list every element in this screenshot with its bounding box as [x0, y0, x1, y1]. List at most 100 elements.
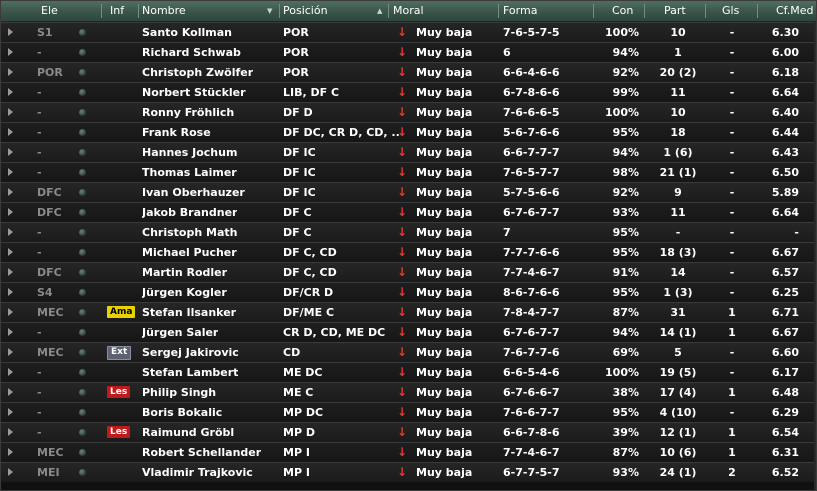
selection-position[interactable]: - — [37, 106, 42, 119]
column-divider[interactable] — [757, 4, 758, 18]
player-row[interactable]: - Norbert Stückler LIB, DF C ↓ Muy baja 6-7-8… — [1, 82, 816, 102]
expand-arrow-icon[interactable] — [8, 128, 13, 136]
player-row[interactable]: POR Christoph Zwölfer POR ↓ Muy baja 6-6-4-6-… — [1, 62, 816, 82]
player-name[interactable]: Michael Pucher — [142, 246, 237, 259]
selection-position[interactable]: S1 — [37, 26, 53, 39]
selection-position[interactable]: MEC — [37, 346, 64, 359]
column-divider[interactable] — [498, 4, 499, 18]
selection-position[interactable]: - — [37, 326, 42, 339]
scrollbar[interactable] — [814, 22, 816, 490]
player-row[interactable]: DFC Martin Rodler DF C, CD ↓ Muy baja 7-7-4-6… — [1, 262, 816, 282]
expand-arrow-icon[interactable] — [8, 108, 13, 116]
column-header-forma[interactable]: Forma — [503, 4, 538, 17]
player-name[interactable]: Jürgen Kogler — [142, 286, 227, 299]
player-row[interactable]: MEI Vladimir Trajkovic MP I ↓ Muy baja 6-7-7-… — [1, 462, 816, 482]
player-name[interactable]: Ivan Oberhauzer — [142, 186, 245, 199]
player-name[interactable]: Richard Schwab — [142, 46, 241, 59]
selection-position[interactable]: - — [37, 406, 42, 419]
player-name[interactable]: Robert Schellander — [142, 446, 262, 459]
expand-arrow-icon[interactable] — [8, 288, 13, 296]
player-name[interactable]: Sergej Jakirovic — [142, 346, 239, 359]
player-row[interactable]: - Frank Rose DF DC, CR D, CD, .. ↓ Muy baja 5… — [1, 122, 816, 142]
column-header-part[interactable]: Part — [664, 4, 686, 17]
player-name[interactable]: Thomas Laimer — [142, 166, 237, 179]
player-name[interactable]: Vladimir Trajkovic — [142, 466, 253, 479]
player-row[interactable]: S1 Santo Kollman POR ↓ Muy baja 7-6-5-7-5 100%… — [1, 22, 816, 42]
player-row[interactable]: DFC Ivan Oberhauzer DF IC ↓ Muy baja 5-7-5-6-… — [1, 182, 816, 202]
column-divider[interactable] — [593, 4, 594, 18]
player-row[interactable]: - Hannes Jochum DF IC ↓ Muy baja 6-6-7-7-7 94%… — [1, 142, 816, 162]
player-row[interactable]: MEC Ama Stefan Ilsanker DF/ME C ↓ Muy baja 7-8… — [1, 302, 816, 322]
selection-position[interactable]: MEC — [37, 446, 64, 459]
column-header-moral[interactable]: Moral — [393, 4, 424, 17]
expand-arrow-icon[interactable] — [8, 468, 13, 476]
player-row[interactable]: - Thomas Laimer DF IC ↓ Muy baja 7-6-5-7-7 98%… — [1, 162, 816, 182]
info-badge[interactable]: Ext — [107, 346, 132, 360]
player-row[interactable]: - Christoph Math DF C ↓ Muy baja 7 95% - - - — [1, 222, 816, 242]
selection-position[interactable]: - — [37, 166, 42, 179]
player-name[interactable]: Christoph Math — [142, 226, 238, 239]
player-row[interactable]: - Stefan Lambert ME DC ↓ Muy baja 6-6-5-4-6 10… — [1, 362, 816, 382]
column-header-ele[interactable]: Ele — [41, 4, 58, 17]
expand-arrow-icon[interactable] — [8, 28, 13, 36]
player-name[interactable]: Jakob Brandner — [142, 206, 238, 219]
player-row[interactable]: - Boris Bokalic MP DC ↓ Muy baja 7-6-6-7-7 95%… — [1, 402, 816, 422]
player-name[interactable]: Stefan Ilsanker — [142, 306, 237, 319]
expand-arrow-icon[interactable] — [8, 388, 13, 396]
player-row[interactable]: - Ronny Fröhlich DF D ↓ Muy baja 7-6-6-6-5 100… — [1, 102, 816, 122]
column-header-nombre[interactable]: Nombre — [142, 4, 186, 17]
column-divider[interactable] — [705, 4, 706, 18]
expand-arrow-icon[interactable] — [8, 188, 13, 196]
expand-arrow-icon[interactable] — [8, 248, 13, 256]
selection-position[interactable]: - — [37, 86, 42, 99]
selection-position[interactable]: POR — [37, 66, 63, 79]
player-row[interactable]: MEC Ext Sergej Jakirovic CD ↓ Muy baja 7-6-7-7… — [1, 342, 816, 362]
player-name[interactable]: Boris Bokalic — [142, 406, 223, 419]
selection-position[interactable]: - — [37, 426, 42, 439]
column-header-con[interactable]: Con — [612, 4, 634, 17]
column-divider[interactable] — [388, 4, 389, 18]
selection-position[interactable]: MEC — [37, 306, 64, 319]
info-badge[interactable]: Ama — [107, 306, 136, 318]
player-name[interactable]: Christoph Zwölfer — [142, 66, 254, 79]
selection-position[interactable]: - — [37, 366, 42, 379]
player-row[interactable]: S4 Jürgen Kogler DF/CR D ↓ Muy baja 8-6-7-6-6… — [1, 282, 816, 302]
column-header-cfmed[interactable]: Cf.Med — [776, 4, 814, 17]
player-row[interactable]: - Les Philip Singh ME C ↓ Muy baja 6-7-6-6-7 38… — [1, 382, 816, 402]
expand-arrow-icon[interactable] — [8, 428, 13, 436]
expand-arrow-icon[interactable] — [8, 308, 13, 316]
expand-arrow-icon[interactable] — [8, 348, 13, 356]
selection-position[interactable]: - — [37, 226, 42, 239]
expand-arrow-icon[interactable] — [8, 48, 13, 56]
player-name[interactable]: Norbert Stückler — [142, 86, 246, 99]
selection-position[interactable]: DFC — [37, 186, 62, 199]
info-badge[interactable]: Les — [107, 426, 131, 438]
player-name[interactable]: Frank Rose — [142, 126, 211, 139]
column-divider[interactable] — [644, 4, 645, 18]
expand-arrow-icon[interactable] — [8, 168, 13, 176]
player-row[interactable]: - Michael Pucher DF C, CD ↓ Muy baja 7-7-7-6-… — [1, 242, 816, 262]
expand-arrow-icon[interactable] — [8, 68, 13, 76]
selection-position[interactable]: - — [37, 246, 42, 259]
selection-position[interactable]: - — [37, 386, 42, 399]
player-name[interactable]: Ronny Fröhlich — [142, 106, 235, 119]
expand-arrow-icon[interactable] — [8, 448, 13, 456]
expand-arrow-icon[interactable] — [8, 268, 13, 276]
selection-position[interactable]: - — [37, 146, 42, 159]
column-header-inf[interactable]: Inf — [110, 4, 125, 17]
player-name[interactable]: Stefan Lambert — [142, 366, 239, 379]
expand-arrow-icon[interactable] — [8, 228, 13, 236]
player-name[interactable]: Jürgen Saler — [142, 326, 219, 339]
column-header-posicion[interactable]: Posición — [283, 4, 328, 17]
player-name[interactable]: Hannes Jochum — [142, 146, 238, 159]
expand-arrow-icon[interactable] — [8, 88, 13, 96]
expand-arrow-icon[interactable] — [8, 148, 13, 156]
player-row[interactable]: DFC Jakob Brandner DF C ↓ Muy baja 6-7-6-7-7 9… — [1, 202, 816, 222]
expand-arrow-icon[interactable] — [8, 408, 13, 416]
player-name[interactable]: Philip Singh — [142, 386, 217, 399]
player-name[interactable]: Martin Rodler — [142, 266, 228, 279]
player-name[interactable]: Santo Kollman — [142, 26, 232, 39]
expand-arrow-icon[interactable] — [8, 208, 13, 216]
column-header-gls[interactable]: Gls — [722, 4, 740, 17]
info-badge[interactable]: Les — [107, 386, 131, 398]
